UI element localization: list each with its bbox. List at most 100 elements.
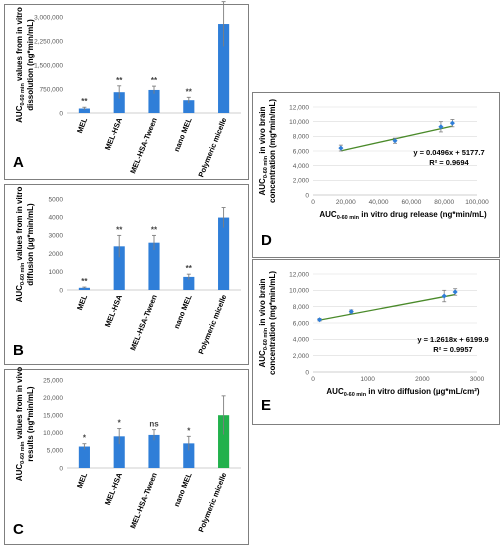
bar <box>183 276 195 290</box>
category-label: MEL-HSA <box>103 116 124 152</box>
category-label: MEL <box>75 116 89 134</box>
category-label: MEL <box>75 293 89 311</box>
ytick-label: 4000 <box>49 215 64 222</box>
chart-d: 0 2,000 4,000 6,000 8,000 10,000 12,000 AUC0-60… <box>258 99 489 249</box>
xtick-label: 100,000 <box>465 199 489 206</box>
ytick-label: 10,000 <box>43 430 63 437</box>
category-label: nano MEL <box>172 293 194 330</box>
ytick-label: 1000 <box>49 269 64 276</box>
y-axis-title-line2: dissolution (ng*min/mL) <box>26 19 35 111</box>
ytick-label: 750,000 <box>40 86 64 93</box>
significance-label: ** <box>151 76 158 85</box>
data-point <box>317 317 323 323</box>
ytick-label: 0 <box>59 110 63 117</box>
ytick-label: 5000 <box>49 196 64 203</box>
bar <box>113 436 125 468</box>
panel-b: 0 1000 2000 3000 4000 5000 AUC0-60 min values … <box>4 184 249 365</box>
ytick-label: 2000 <box>49 251 64 258</box>
xtick-label: 80,000 <box>434 199 454 206</box>
y-axis-title: AUC0-60 min in vivo brain <box>258 106 269 195</box>
ytick-label: 2,000 <box>293 178 310 185</box>
bar <box>78 446 90 468</box>
bar <box>183 443 195 468</box>
significance-label: ** <box>116 225 123 234</box>
ytick-label: 8,000 <box>293 304 310 311</box>
bar <box>148 242 160 290</box>
category-label: Polymeric micelle <box>196 293 228 355</box>
ytick-label: 15,000 <box>43 413 63 420</box>
bar <box>78 287 90 290</box>
panel-d: 0 2,000 4,000 6,000 8,000 10,000 12,000 AUC0-60… <box>252 92 500 258</box>
ytick-label: 25,000 <box>43 377 63 384</box>
ytick-label: 0 <box>305 192 309 199</box>
xtick-label: 40,000 <box>369 199 389 206</box>
ytick-label: 0 <box>305 369 309 376</box>
bar <box>148 89 160 113</box>
panel-letter: A <box>13 154 24 171</box>
y-axis-title-line2: diffusion (µg*min/mL) <box>26 203 35 286</box>
significance-label: ** <box>116 76 123 85</box>
category-label: MEL-HSA-Tween <box>128 471 159 530</box>
data-point <box>348 309 354 315</box>
ytick-label: 3000 <box>49 233 64 240</box>
data-point <box>438 124 444 130</box>
xtick-label: 20,000 <box>336 199 356 206</box>
bar <box>218 24 230 113</box>
bar <box>78 108 90 113</box>
xtick-label: 60,000 <box>401 199 421 206</box>
xtick-label: 3000 <box>470 376 485 383</box>
panel-c: 0 5,000 10,000 15,000 20,000 25,000 AUC0-60 mi… <box>4 367 249 545</box>
significance-label: ** <box>186 264 193 273</box>
ytick-label: 12,000 <box>289 271 309 278</box>
panel-letter: B <box>13 342 24 359</box>
xtick-label: 2000 <box>415 376 430 383</box>
category-label: MEL-HSA <box>103 471 124 507</box>
ytick-label: 1,500,000 <box>34 62 63 69</box>
chart-a: 0 750,000 1,500,000 2,250,000 3,000,000 AUC0-… <box>13 1 241 179</box>
category-label: nano MEL <box>172 471 194 508</box>
xtick-label: 0 <box>311 376 315 383</box>
ytick-label: 10,000 <box>289 119 309 126</box>
ytick-label: 2,000 <box>293 353 310 360</box>
y-axis-title-line2: concentration (mg*min/mL) <box>268 99 277 203</box>
panel-a: 0 750,000 1,500,000 2,250,000 3,000,000 AUC0-… <box>4 1 249 180</box>
bar <box>113 92 125 113</box>
significance-label: ** <box>151 225 158 234</box>
ytick-label: 0 <box>59 287 63 294</box>
panel-e: 0 2,000 4,000 6,000 8,000 10,000 12,000 AUC0-60… <box>252 259 500 425</box>
trendline-equation: y = 0.0496x + 5177.7 <box>413 148 484 157</box>
category-label: nano MEL <box>172 116 194 153</box>
ytick-label: 8,000 <box>293 134 310 141</box>
xtick-label: 1000 <box>360 376 375 383</box>
ytick-label: 5,000 <box>47 448 64 455</box>
r-squared: R² = 0.9694 <box>429 158 469 167</box>
y-axis-title: AUC0-60 min values from in vitro <box>15 187 26 303</box>
bar <box>183 100 195 113</box>
y-axis-title-line2: concentration (mg*min/mL) <box>268 271 277 375</box>
panel-letter: D <box>261 232 272 249</box>
data-point <box>449 120 455 126</box>
category-label: MEL-HSA-Tween <box>128 293 159 352</box>
significance-label: * <box>118 419 122 428</box>
significance-label: ** <box>81 97 88 106</box>
bar <box>218 217 230 290</box>
x-axis-title: AUC0-60 min in vitro drug release (ng*mi… <box>319 210 487 221</box>
bar <box>113 246 125 290</box>
y-axis-title: AUC0-60 min in vivo brain <box>258 278 269 367</box>
bar <box>218 415 230 468</box>
panel-letter: E <box>261 397 271 414</box>
ytick-label: 3,000,000 <box>34 14 63 21</box>
category-label: Polymeric micelle <box>196 116 228 178</box>
ytick-label: 6,000 <box>293 148 310 155</box>
ytick-label: 4,000 <box>293 337 310 344</box>
ytick-label: 10,000 <box>289 288 309 295</box>
ytick-label: 12,000 <box>289 104 309 111</box>
r-squared: R² = 0.9957 <box>433 345 472 354</box>
y-axis-title-line2: results (ng*min/mL) <box>26 386 35 461</box>
y-axis-title: AUC0-60 min values from in vivo <box>15 367 26 481</box>
data-point <box>441 293 447 299</box>
chart-c: 0 5,000 10,000 15,000 20,000 25,000 AUC0-60 mi… <box>13 367 241 538</box>
trendline <box>319 293 456 321</box>
ytick-label: 20,000 <box>43 395 63 402</box>
panel-letter: C <box>13 521 24 538</box>
